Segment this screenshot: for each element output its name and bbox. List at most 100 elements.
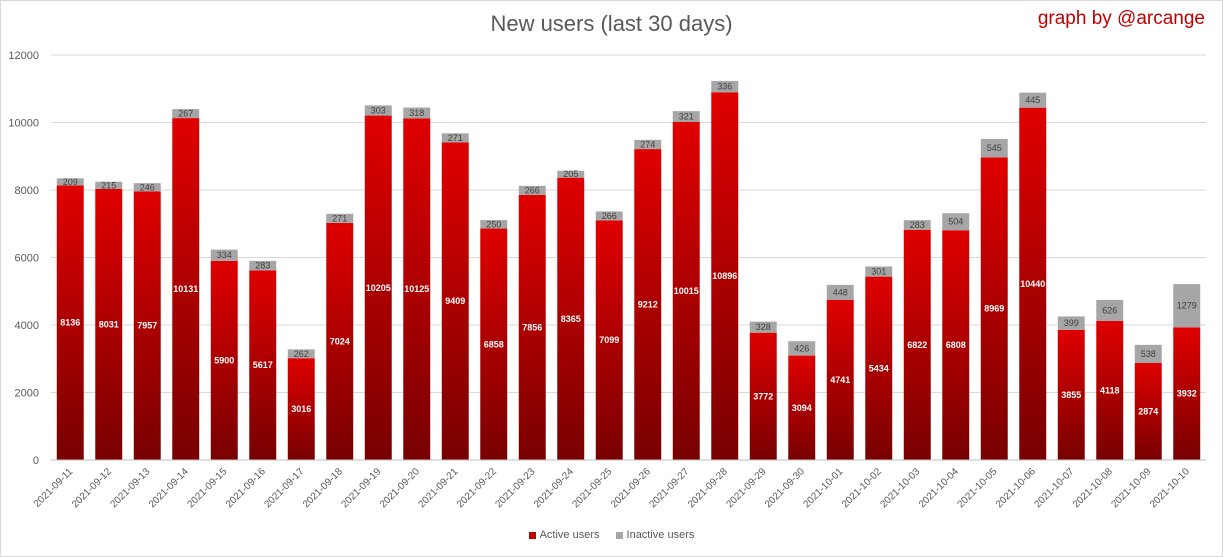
bar-inactive	[595, 211, 623, 221]
bar-inactive	[826, 284, 854, 300]
x-tick-label: 2021-09-18	[301, 466, 345, 510]
data-label-active: 9212	[638, 300, 658, 310]
bar-active	[1173, 327, 1201, 460]
chart-credit: graph by @arcange	[1037, 8, 1205, 29]
legend-swatch-inactive	[615, 531, 623, 539]
bar-inactive	[672, 111, 700, 122]
bar-active	[903, 229, 931, 460]
data-label-active: 5434	[869, 363, 889, 373]
data-label-active: 5900	[214, 355, 234, 365]
x-tick-label: 2021-10-06	[994, 466, 1038, 510]
x-tick-label: 2021-09-25	[570, 466, 614, 510]
bar-inactive	[56, 178, 84, 186]
y-tick-label: 2000	[15, 388, 39, 400]
bar-inactive	[326, 213, 354, 223]
bar-inactive	[711, 80, 739, 93]
bar-inactive	[1019, 92, 1047, 108]
bar-active	[672, 121, 700, 461]
x-tick-label: 2021-10-02	[840, 466, 884, 510]
x-tick-label: 2021-09-21	[416, 466, 460, 510]
x-tick-label: 2021-09-23	[493, 466, 537, 510]
data-label-inactive: 504	[948, 217, 963, 227]
bar-inactive	[480, 220, 508, 229]
bar-active	[942, 230, 970, 460]
x-tick-label: 2021-09-14	[147, 466, 191, 510]
bar-active	[441, 142, 469, 461]
x-tick-label: 2021-10-09	[1109, 466, 1153, 510]
y-tick-label: 4000	[15, 320, 39, 332]
bar-inactive	[287, 349, 315, 359]
data-label-active: 3855	[1061, 390, 1081, 400]
x-tick-label: 2021-09-22	[455, 466, 499, 510]
data-label-active: 4118	[1100, 386, 1120, 396]
x-tick-label: 2021-10-07	[1032, 466, 1076, 510]
x-tick-label: 2021-09-28	[686, 466, 730, 510]
data-label-active: 8136	[60, 318, 80, 328]
data-label-inactive: 205	[563, 169, 578, 179]
legend: Active users Inactive users	[0, 529, 1223, 541]
bar-active	[557, 177, 585, 460]
data-label-active: 10131	[173, 284, 198, 294]
bar-active	[480, 228, 508, 460]
y-tick-label: 10000	[8, 118, 39, 130]
bar-active	[749, 332, 777, 460]
bar-inactive	[634, 139, 662, 150]
chart-title: New users (last 30 days)	[490, 11, 733, 36]
bar-inactive	[172, 109, 200, 119]
data-label-active: 3016	[291, 404, 311, 414]
x-tick-label: 2021-10-08	[1071, 466, 1115, 510]
data-label-inactive: 246	[140, 182, 155, 192]
data-label-inactive: 426	[794, 343, 809, 353]
data-label-active: 7957	[137, 321, 157, 331]
data-label-inactive: 321	[679, 112, 694, 122]
data-label-active: 7024	[330, 336, 350, 346]
data-label-inactive: 448	[833, 287, 848, 297]
data-label-active: 8969	[984, 304, 1004, 314]
bar-active	[95, 188, 123, 461]
data-label-active: 6822	[907, 340, 927, 350]
bar-active	[326, 222, 354, 460]
x-tick-label: 2021-09-13	[108, 466, 152, 510]
x-tick-label: 2021-09-29	[724, 466, 768, 510]
data-label-inactive: 271	[332, 213, 347, 223]
bar-inactive	[1134, 344, 1162, 364]
bar-inactive	[1173, 284, 1201, 328]
x-tick-label: 2021-10-03	[878, 466, 922, 510]
bar-inactive	[403, 107, 431, 119]
data-label-inactive: 1279	[1177, 301, 1197, 311]
data-label-inactive: 209	[63, 177, 78, 187]
data-label-active: 6858	[484, 339, 504, 349]
x-tick-label: 2021-09-19	[339, 466, 383, 510]
x-tick-label: 2021-10-04	[917, 466, 961, 510]
bar-inactive	[942, 213, 970, 231]
bar-active	[249, 270, 277, 460]
bar-active	[133, 191, 161, 461]
data-label-inactive: 266	[602, 211, 617, 221]
bar-inactive	[788, 341, 816, 356]
data-label-active: 3772	[753, 391, 773, 401]
x-tick-label: 2021-09-26	[609, 466, 653, 510]
data-label-inactive: 262	[294, 349, 309, 359]
bar-active	[1057, 329, 1085, 460]
data-label-inactive: 303	[371, 105, 386, 115]
data-label-inactive: 626	[1102, 305, 1117, 315]
data-label-inactive: 283	[910, 220, 925, 230]
data-label-inactive: 267	[178, 109, 193, 119]
bar-active	[1096, 321, 1124, 460]
bar-active	[634, 149, 662, 460]
data-label-inactive: 271	[448, 133, 463, 143]
x-tick-label: 2021-10-10	[1148, 466, 1192, 510]
bar-active	[56, 185, 84, 460]
data-label-active: 3094	[792, 403, 812, 413]
bar-inactive	[1057, 316, 1085, 330]
bar-active	[595, 220, 623, 460]
x-tick-label: 2021-09-30	[763, 466, 807, 510]
data-label-inactive: 399	[1064, 318, 1079, 328]
data-label-active: 5617	[253, 360, 273, 370]
data-label-active: 6808	[946, 340, 966, 350]
legend-swatch-active	[528, 531, 536, 539]
bar-inactive	[249, 260, 277, 271]
data-label-active: 7099	[599, 335, 619, 345]
data-label-active: 8031	[99, 319, 119, 329]
